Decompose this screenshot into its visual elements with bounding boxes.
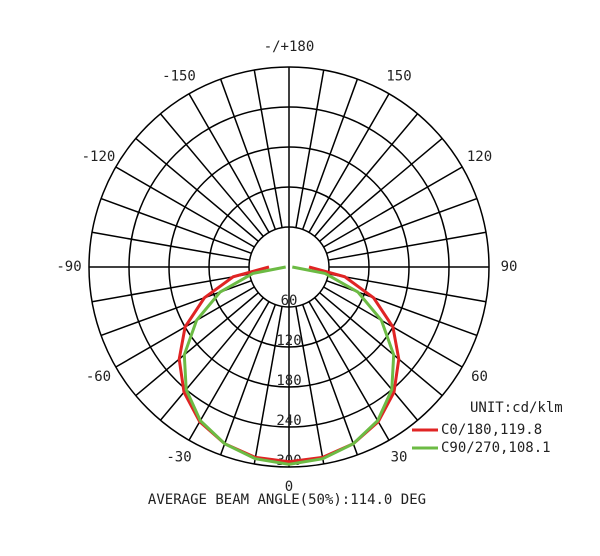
angle-label: 60: [471, 369, 488, 385]
ring: [168, 146, 410, 388]
angle-label: -30: [166, 450, 191, 466]
angle-label: -150: [162, 68, 196, 84]
ring: [128, 106, 450, 428]
r-tick-label: 240: [276, 413, 301, 429]
curve: [177, 265, 401, 464]
ring: [88, 66, 490, 468]
angle-label: -90: [56, 259, 81, 275]
angle-label: 150: [386, 68, 411, 84]
r-tick-label: 120: [276, 333, 301, 349]
angle-label: 120: [467, 149, 492, 165]
angle-label: 30: [391, 450, 408, 466]
footer: AVERAGE BEAM ANGLE(50%):114.0 DEG: [148, 492, 426, 508]
unit-label: UNIT:cd/klm: [470, 400, 563, 416]
angle-label: 90: [501, 259, 518, 275]
legend-label: C90/270,108.1: [441, 440, 551, 456]
curve: [182, 265, 396, 466]
ring: [208, 186, 370, 348]
ring: [248, 226, 330, 308]
r-tick-label: 60: [281, 293, 298, 309]
angle-label: -60: [86, 369, 111, 385]
angle-label: -/+180: [264, 39, 315, 55]
angle-label: 0: [285, 479, 293, 495]
angle-label: -120: [82, 149, 116, 165]
r-tick-label: 180: [276, 373, 301, 389]
legend-label: C0/180,119.8: [441, 422, 542, 438]
